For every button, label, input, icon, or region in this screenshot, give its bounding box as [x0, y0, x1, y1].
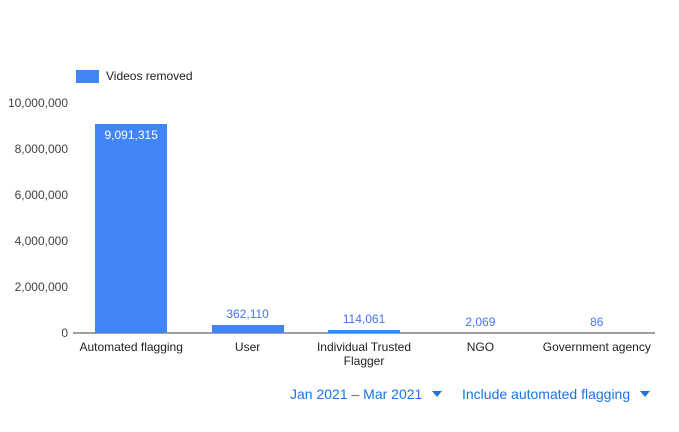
chart-bar[interactable]: [95, 123, 168, 333]
legend-swatch-icon: [76, 69, 99, 83]
bar-value-label: 86: [590, 315, 604, 329]
chevron-down-icon: [432, 391, 443, 397]
y-axis-tick-label: 8,000,000: [14, 142, 68, 156]
bar-value-label: 2,069: [465, 315, 496, 329]
y-axis-tick-label: 10,000,000: [7, 96, 68, 110]
bar-value-label: 9,091,315: [104, 127, 158, 142]
chevron-down-icon: [640, 391, 651, 397]
date-range-dropdown[interactable]: Jan 2021 – Mar 2021: [290, 386, 443, 402]
flagging-filter-label: Include automated flagging: [462, 386, 631, 402]
x-axis-category-label: User: [234, 340, 261, 354]
x-axis-category-label: Automated flagging: [79, 340, 183, 354]
x-axis-line: [73, 332, 655, 334]
x-axis-category-label: Government agency: [542, 340, 651, 354]
y-axis-tick-label: 0: [61, 326, 68, 340]
flagging-filter-dropdown[interactable]: Include automated flagging: [462, 386, 651, 402]
bar-value-label: 114,061: [342, 312, 386, 327]
chart-controls: Jan 2021 – Mar 2021 Include automated fl…: [0, 386, 679, 404]
x-axis-category-label: Individual Trusted Flagger: [316, 340, 412, 368]
y-axis-tick-label: 2,000,000: [14, 280, 68, 294]
x-axis-category-label: NGO: [466, 340, 495, 354]
chart-legend: Videos removed: [76, 69, 193, 83]
legend-label: Videos removed: [106, 69, 193, 83]
date-range-label: Jan 2021 – Mar 2021: [290, 386, 423, 402]
y-axis-tick-label: 4,000,000: [14, 234, 68, 248]
y-axis-tick-label: 6,000,000: [14, 188, 68, 202]
bar-value-label: 362,110: [226, 306, 269, 321]
chart-bar[interactable]: [328, 330, 400, 333]
chart-bar[interactable]: [211, 324, 284, 333]
